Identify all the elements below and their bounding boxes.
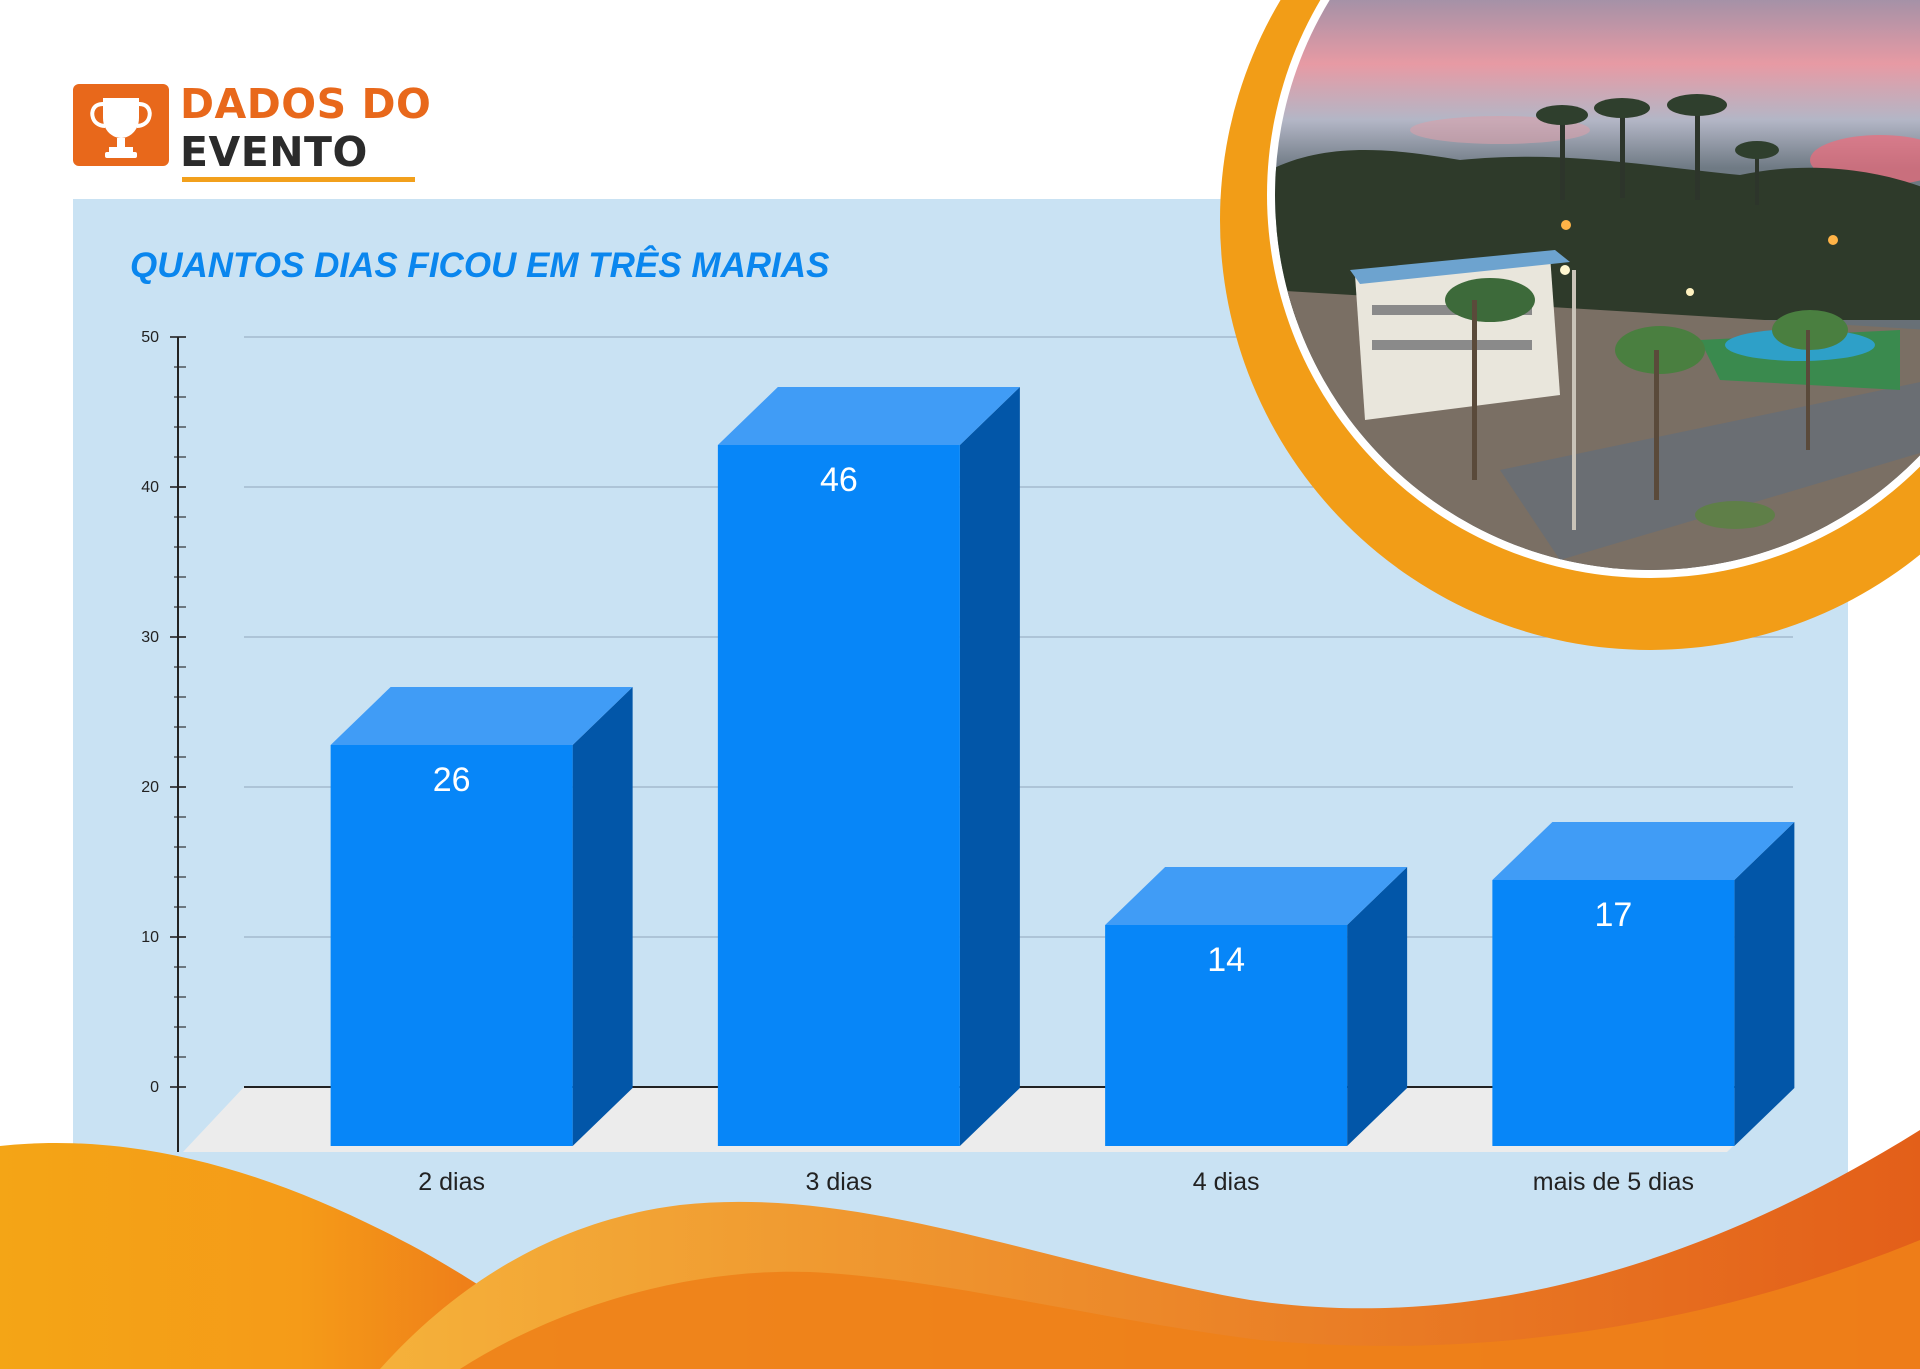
y-tick-label: 10 — [141, 929, 159, 946]
section-header: DADOS DO EVENTO — [73, 80, 433, 182]
data-label: 17 — [1594, 896, 1632, 934]
bar — [330, 745, 573, 1146]
y-tick-label: 50 — [141, 329, 159, 346]
bar-side — [572, 687, 633, 1146]
y-tick-label: 40 — [141, 479, 159, 496]
header-underline — [182, 177, 415, 182]
header-title-line2: EVENTO — [180, 128, 368, 176]
y-tick-label: 20 — [141, 779, 159, 796]
data-label: 46 — [820, 461, 858, 499]
bar-top — [1492, 822, 1795, 880]
bar — [1492, 880, 1735, 1146]
bar — [717, 445, 960, 1146]
bar-top — [330, 687, 633, 745]
data-label: 14 — [1207, 941, 1245, 979]
data-label: 26 — [433, 761, 471, 799]
y-tick-label: 0 — [150, 1079, 159, 1096]
bar-top — [1105, 867, 1408, 925]
bar — [1105, 925, 1348, 1146]
bar-side — [959, 387, 1020, 1146]
bar-top — [717, 387, 1020, 445]
y-tick-label: 30 — [141, 629, 159, 646]
chart-title: QUANTOS DIAS FICOU EM TRÊS MARIAS — [130, 246, 830, 285]
header-title-line1: DADOS DO — [180, 80, 432, 128]
bar-side — [1347, 867, 1408, 1146]
bar-side — [1734, 822, 1795, 1146]
trophy-icon — [73, 84, 169, 166]
